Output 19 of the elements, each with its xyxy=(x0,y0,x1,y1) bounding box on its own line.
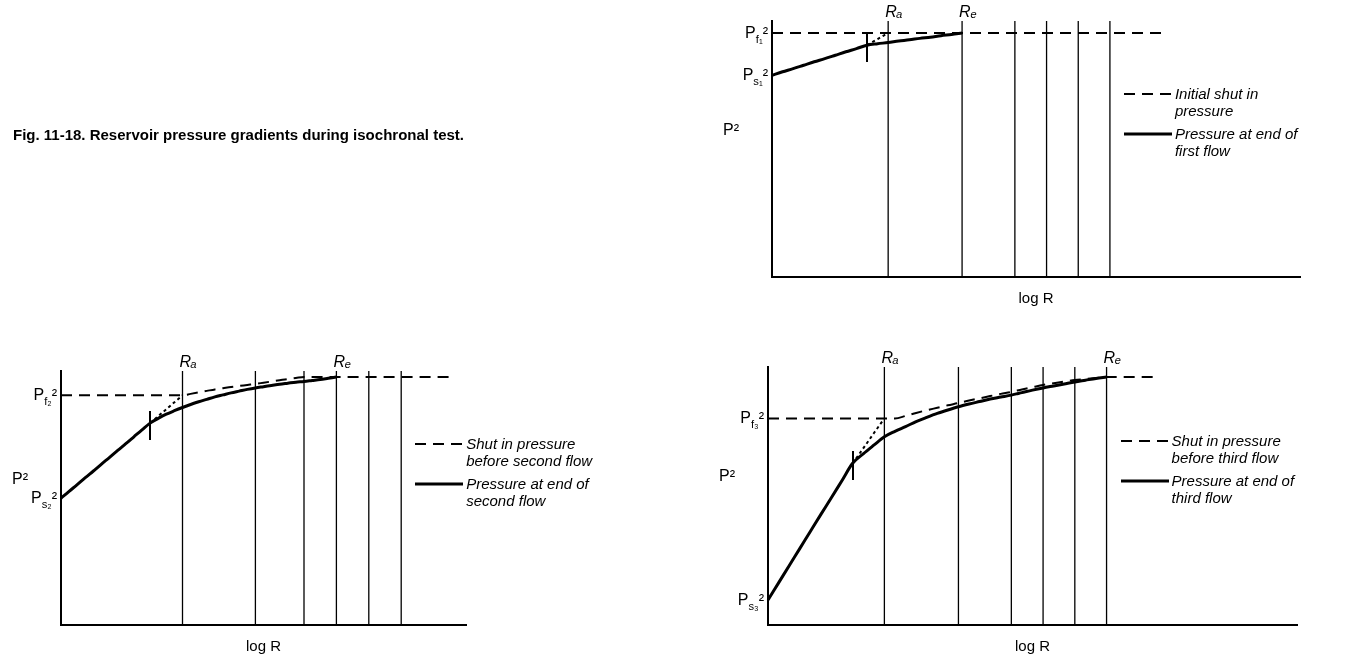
legend-label: Shut in pressure before second flow xyxy=(466,434,594,469)
text: Rₑ xyxy=(1103,349,1122,366)
text: Rₑ xyxy=(959,3,977,20)
legend-label: Initial shut in pressure xyxy=(1174,85,1260,119)
x-axis-title: log R xyxy=(1014,637,1051,654)
y-axis-title: P² xyxy=(723,120,740,138)
y-axis-title: P² xyxy=(12,469,29,487)
text: Rₐ xyxy=(881,349,899,366)
text: Rₐ xyxy=(179,353,198,370)
chart-title: Fig. 11-18. Reservoir pressure gradients during isochronal test. xyxy=(13,126,464,143)
text: Rₑ xyxy=(333,353,352,370)
legend-label: Shut in pressure before third flow xyxy=(1171,431,1282,466)
legend-label: Pressure at end of third flow xyxy=(1171,471,1297,506)
y-axis-title: P² xyxy=(719,467,736,485)
legend-label: Pressure at end of first flow xyxy=(1174,125,1300,159)
x-axis-title: log R xyxy=(245,637,282,654)
legend-label: Pressure at end of second flow xyxy=(466,474,591,509)
text: Rₐ xyxy=(885,3,903,20)
x-axis-title: log R xyxy=(1018,289,1054,306)
